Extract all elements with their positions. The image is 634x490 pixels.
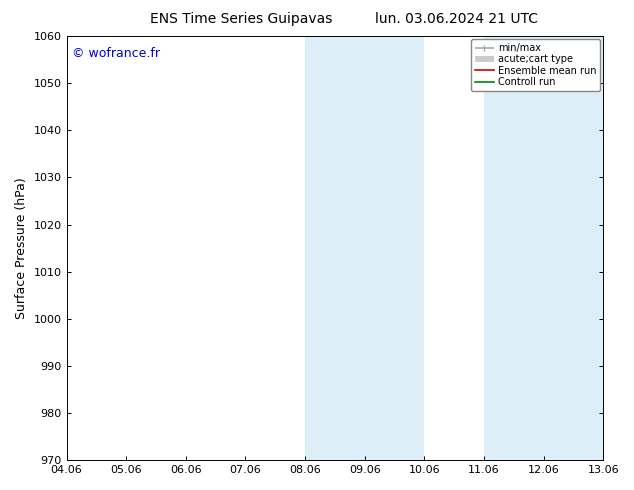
Y-axis label: Surface Pressure (hPa): Surface Pressure (hPa) [15,177,28,319]
Bar [543,36,603,460]
Legend: min/max, acute;cart type, Ensemble mean run, Controll run: min/max, acute;cart type, Ensemble mean … [470,39,600,91]
Bar [305,36,365,460]
Text: lun. 03.06.2024 21 UTC: lun. 03.06.2024 21 UTC [375,12,538,26]
Bar [484,36,543,460]
Text: © wofrance.fr: © wofrance.fr [72,47,160,60]
Text: ENS Time Series Guipavas: ENS Time Series Guipavas [150,12,332,26]
Bar [365,36,424,460]
